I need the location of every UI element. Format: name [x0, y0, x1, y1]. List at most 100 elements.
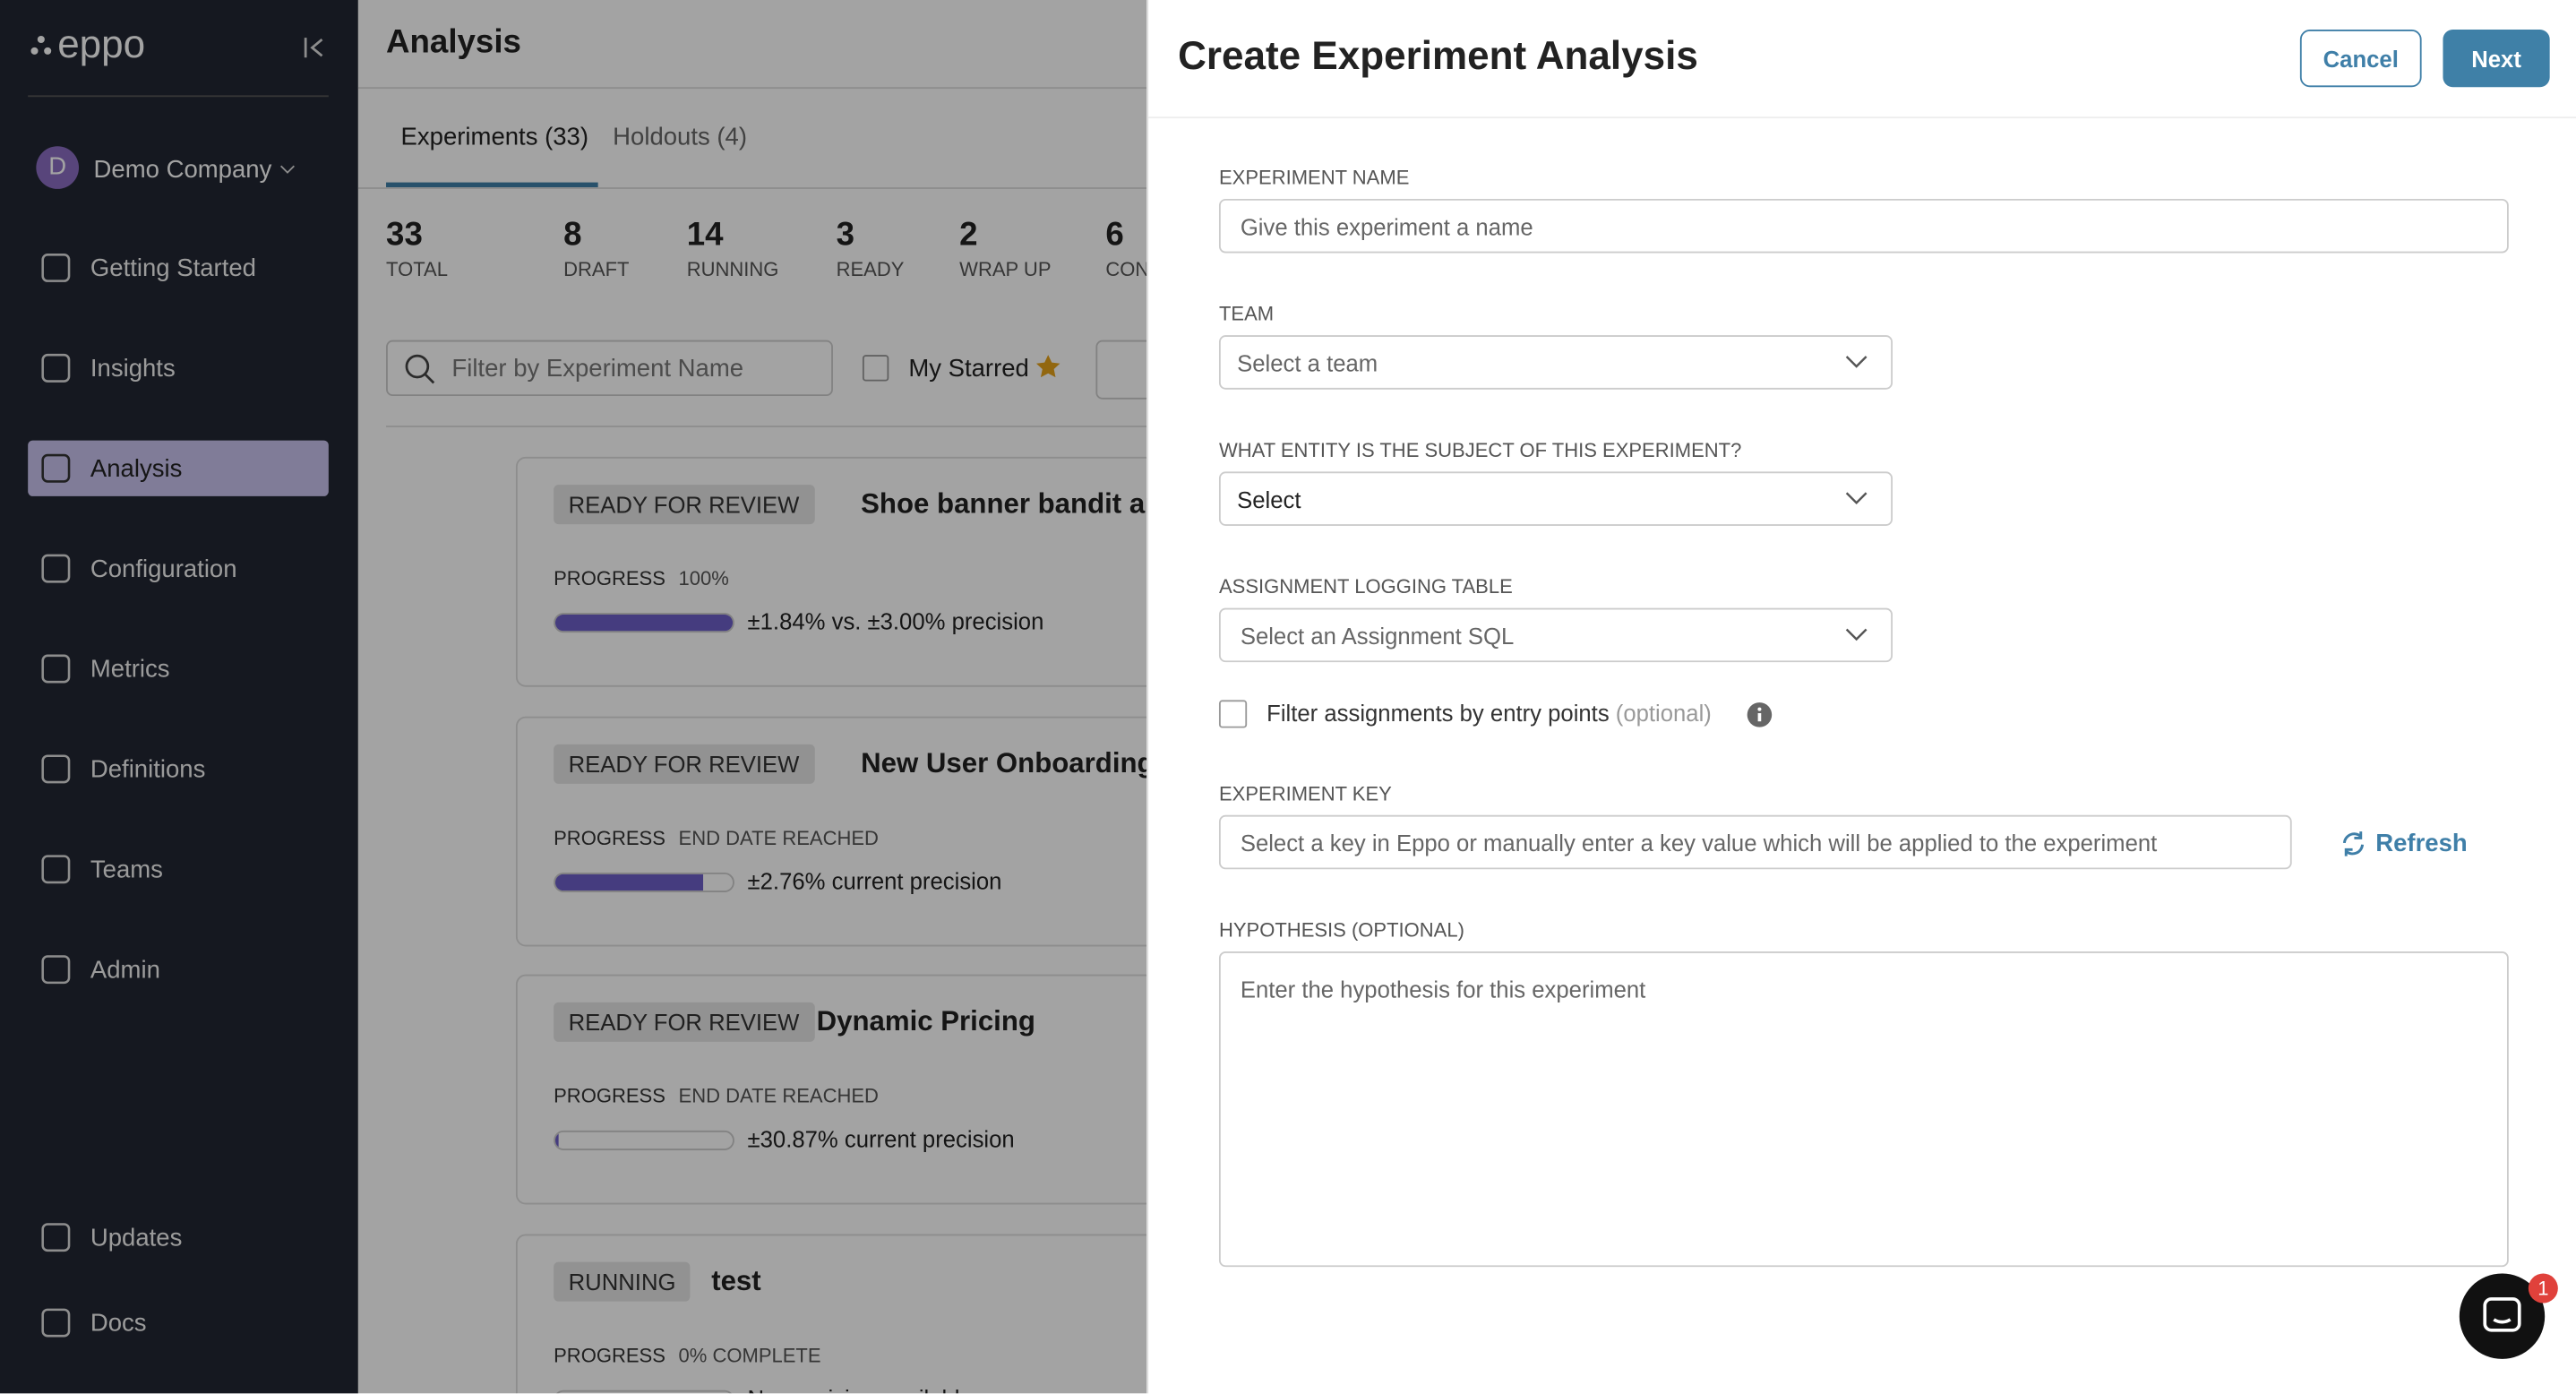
checkbox[interactable]	[1218, 700, 1248, 728]
nav-item[interactable]: Metrics	[28, 641, 329, 696]
stat[interactable]: 14 RUNNING	[687, 217, 779, 281]
nav-label: Docs	[90, 1308, 147, 1338]
logo-mark	[30, 35, 52, 55]
placeholder: Select an Assignment SQL	[1240, 622, 1515, 649]
nav-item[interactable]: Docs	[28, 1295, 329, 1350]
progress-bar	[554, 1130, 734, 1150]
nav-icon	[41, 654, 71, 684]
collapse-button[interactable]	[302, 36, 325, 59]
experiment-card[interactable]: READY FOR REVIEW New User Onboarding PROGR…	[515, 715, 1147, 946]
nav-icon	[41, 855, 71, 884]
select-value: Select	[1237, 486, 1301, 512]
progress-row: PROGRESS 100%	[554, 567, 729, 590]
divider	[357, 87, 1147, 90]
entity-select[interactable]: Select	[1218, 471, 1893, 526]
side-panel: Create Experiment Analysis Cancel Next E…	[1146, 0, 2576, 1394]
progress-label: PROGRESS	[554, 825, 665, 849]
refresh-button[interactable]: Refresh	[2375, 830, 2468, 858]
progress-fill	[554, 1132, 559, 1149]
chevron	[1845, 628, 1868, 641]
company-avatar: D	[36, 146, 80, 189]
precision: No precision available	[748, 1384, 973, 1393]
stat-count: 33	[386, 217, 423, 254]
nav-icon	[41, 554, 71, 583]
overlay[interactable]	[0, 0, 1147, 1394]
cancel-button[interactable]: Cancel	[2299, 30, 2422, 88]
nav-icon	[41, 1308, 71, 1338]
stat-label: TOTAL	[386, 257, 448, 281]
divider	[357, 187, 1147, 189]
stat-count: 14	[686, 217, 724, 254]
nav-item[interactable]: Getting Started	[28, 240, 329, 296]
company-selector[interactable]: Demo Company	[93, 156, 272, 185]
checkbox-label: Filter assignments by entry points (opti…	[1267, 700, 1712, 726]
nav-item[interactable]: Insights	[28, 340, 329, 396]
field-label: WHAT ENTITY IS THE SUBJECT OF THIS EXPER…	[1218, 438, 1742, 462]
key-input[interactable]: Select a key in Eppo or manually enter a…	[1218, 814, 2292, 870]
progress-value: 100%	[678, 566, 729, 590]
stat-count: 3	[836, 217, 855, 254]
stat-count: 6	[1105, 217, 1124, 254]
nav-label: Metrics	[90, 654, 170, 684]
next-button[interactable]: Next	[2443, 30, 2550, 88]
brand: eppo	[57, 22, 146, 68]
experiment-card[interactable]: READY FOR REVIEW Dynamic Pricing PROGRESS E…	[515, 974, 1147, 1205]
tab[interactable]: Experiments (33)	[400, 123, 589, 151]
placeholder: Select a team	[1237, 348, 1378, 376]
filter-button[interactable]	[1095, 340, 1147, 400]
stat[interactable]: 33 TOTAL	[386, 217, 448, 281]
stat[interactable]: 8 DRAFT	[563, 217, 629, 281]
nav-item[interactable]: Admin	[28, 942, 329, 997]
stat[interactable]: 6 CON	[1105, 217, 1146, 281]
stat-label: WRAP UP	[959, 257, 1052, 281]
placeholder: Enter the hypothesis for this experiment	[1240, 976, 1646, 1002]
field-label: ASSIGNMENT LOGGING TABLE	[1218, 574, 1513, 598]
name-input[interactable]: Give this experiment a name	[1218, 198, 2509, 254]
team-select[interactable]: Select a team	[1218, 335, 1893, 390]
nav-item[interactable]: Configuration	[28, 540, 329, 596]
stat-count: 2	[959, 217, 978, 254]
experiment-card[interactable]: READY FOR REVIEW Shoe banner bandit ana PR…	[515, 456, 1147, 687]
experiment-name: test	[711, 1264, 761, 1296]
placeholder: Give this experiment a name	[1240, 212, 1533, 239]
info-icon[interactable]	[1747, 701, 1773, 727]
nav-item[interactable]: Teams	[28, 841, 329, 897]
nav-icon	[41, 353, 71, 383]
nav-label: Admin	[90, 955, 160, 984]
progress-fill	[554, 873, 703, 891]
label-text: Filter assignments by entry points	[1267, 700, 1610, 727]
stat-label: READY	[836, 257, 905, 281]
progress-fill	[554, 614, 734, 632]
divider	[1148, 116, 2576, 119]
experiment-card[interactable]: RUNNING test PROGRESS 0% COMPLETE No precisi…	[515, 1233, 1147, 1394]
stat[interactable]: 3 READY	[837, 217, 905, 281]
search-input[interactable]: Filter by Experiment Name	[386, 340, 833, 397]
nav-label: Teams	[90, 855, 163, 883]
precision: ±1.84% vs. ±3.00% precision	[747, 607, 1044, 635]
nav-icon	[41, 955, 71, 985]
progress-value: END DATE REACHED	[678, 1084, 879, 1108]
progress-bar	[554, 872, 734, 892]
starred-label: My Starred	[908, 355, 1029, 383]
star-icon	[1036, 355, 1060, 378]
nav-label: Analysis	[90, 454, 183, 483]
hypothesis-textarea[interactable]: Enter the hypothesis for this experiment	[1218, 951, 2509, 1268]
tab[interactable]: Holdouts (4)	[613, 123, 748, 151]
nav-label: Configuration	[90, 555, 237, 583]
nav-item[interactable]: Definitions	[28, 741, 329, 796]
chevron	[279, 165, 295, 174]
notification-badge: 1	[2528, 1273, 2558, 1304]
sidebar: eppo D Demo Company Getting Started Insig…	[0, 0, 358, 1394]
nav-item[interactable]: Updates	[28, 1209, 329, 1265]
nav-icon	[41, 453, 71, 483]
table-select[interactable]: Select an Assignment SQL	[1218, 607, 1893, 663]
experiment-name: Dynamic Pricing	[816, 1005, 1035, 1037]
search-icon	[405, 354, 435, 384]
chevron	[1845, 356, 1868, 368]
field-label: TEAM	[1218, 302, 1275, 326]
stat[interactable]: 2 WRAP UP	[959, 217, 1051, 281]
checkbox[interactable]	[862, 355, 889, 382]
nav-label: Insights	[90, 354, 176, 383]
divider	[28, 95, 329, 98]
nav-item[interactable]: Analysis	[28, 440, 329, 496]
